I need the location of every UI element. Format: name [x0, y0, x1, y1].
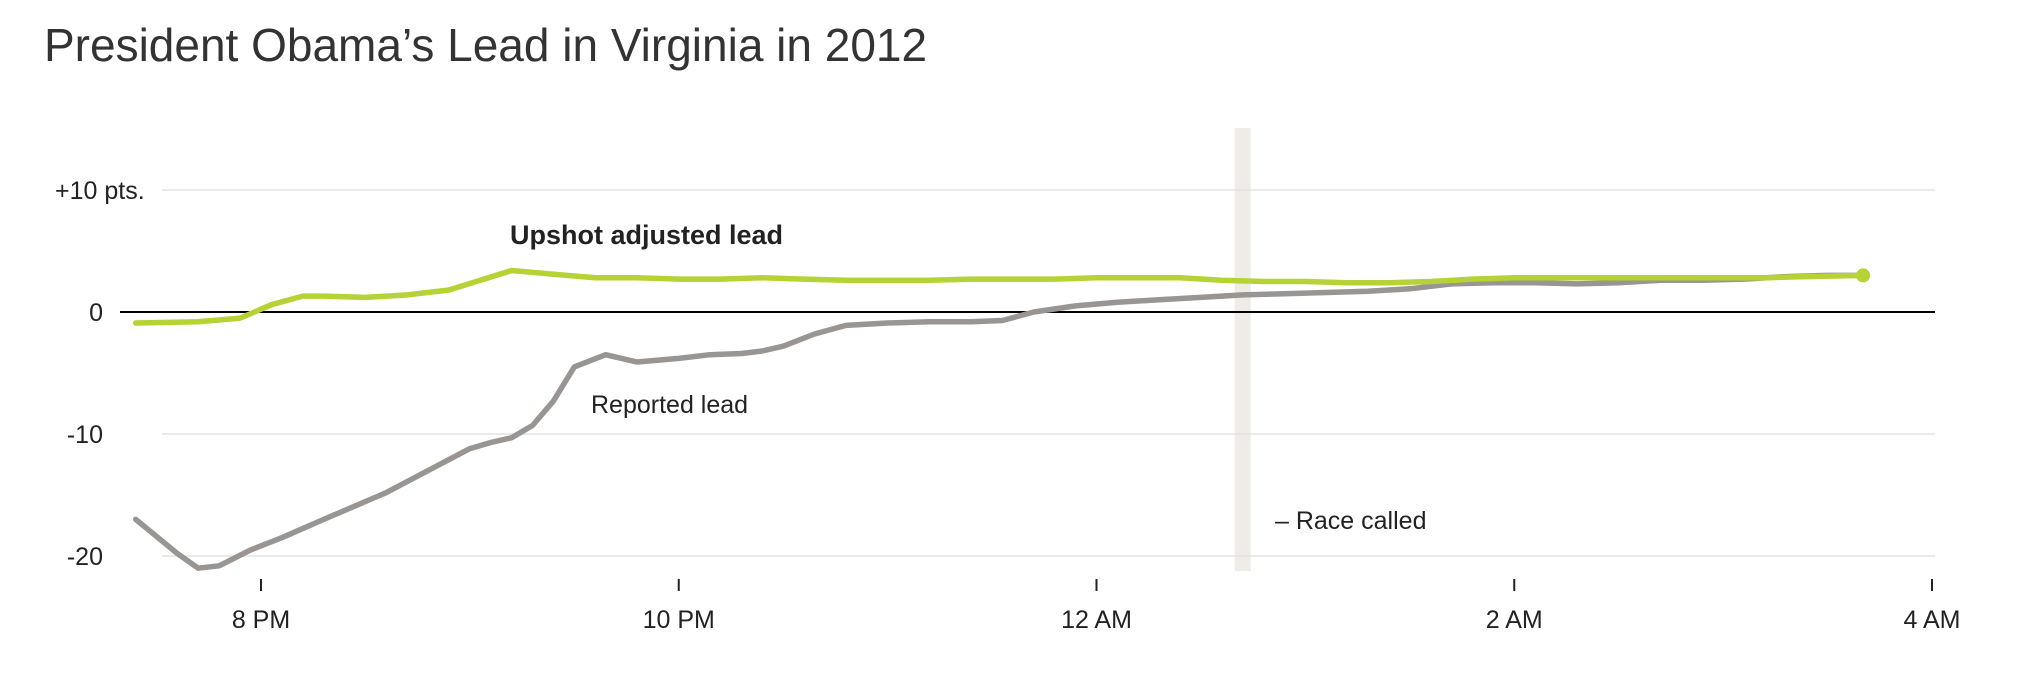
x-tick-label: 10 PM	[643, 606, 715, 634]
chart-title: President Obama’s Lead in Virginia in 20…	[44, 19, 928, 71]
adjusted-lead-line	[132, 267, 1866, 326]
y-tick-label: +10 pts.	[55, 177, 145, 205]
y-tick-label: -20	[67, 543, 103, 571]
gridlines	[120, 189, 1935, 557]
x-tick-label: 8 PM	[232, 606, 290, 634]
series-label-adjusted: Upshot adjusted lead	[510, 220, 783, 250]
y-tick-label: -10	[67, 421, 103, 449]
y-tick-label: 0	[89, 299, 103, 327]
x-tick-label: 12 AM	[1061, 606, 1132, 634]
race-called-label: – Race called	[1275, 507, 1426, 535]
race-called-band	[1234, 128, 1251, 571]
x-axis	[260, 579, 1933, 591]
series-lines	[132, 267, 1871, 571]
reported-lead-line	[132, 272, 1866, 571]
x-tick-label: 4 AM	[1904, 606, 1961, 634]
x-tick-label: 2 AM	[1486, 606, 1543, 634]
race-called-band-layer	[1234, 128, 1251, 571]
tick-labels: +10 pts. 0 -10 -20 8 PM 10 PM 12 AM 2 AM 4 AM	[55, 177, 1960, 634]
adjusted-lead-end-marker	[1856, 268, 1871, 283]
series-label-reported: Reported lead	[591, 391, 748, 419]
annotations: Upshot adjusted lead Reported lead – Rac…	[510, 220, 1426, 535]
